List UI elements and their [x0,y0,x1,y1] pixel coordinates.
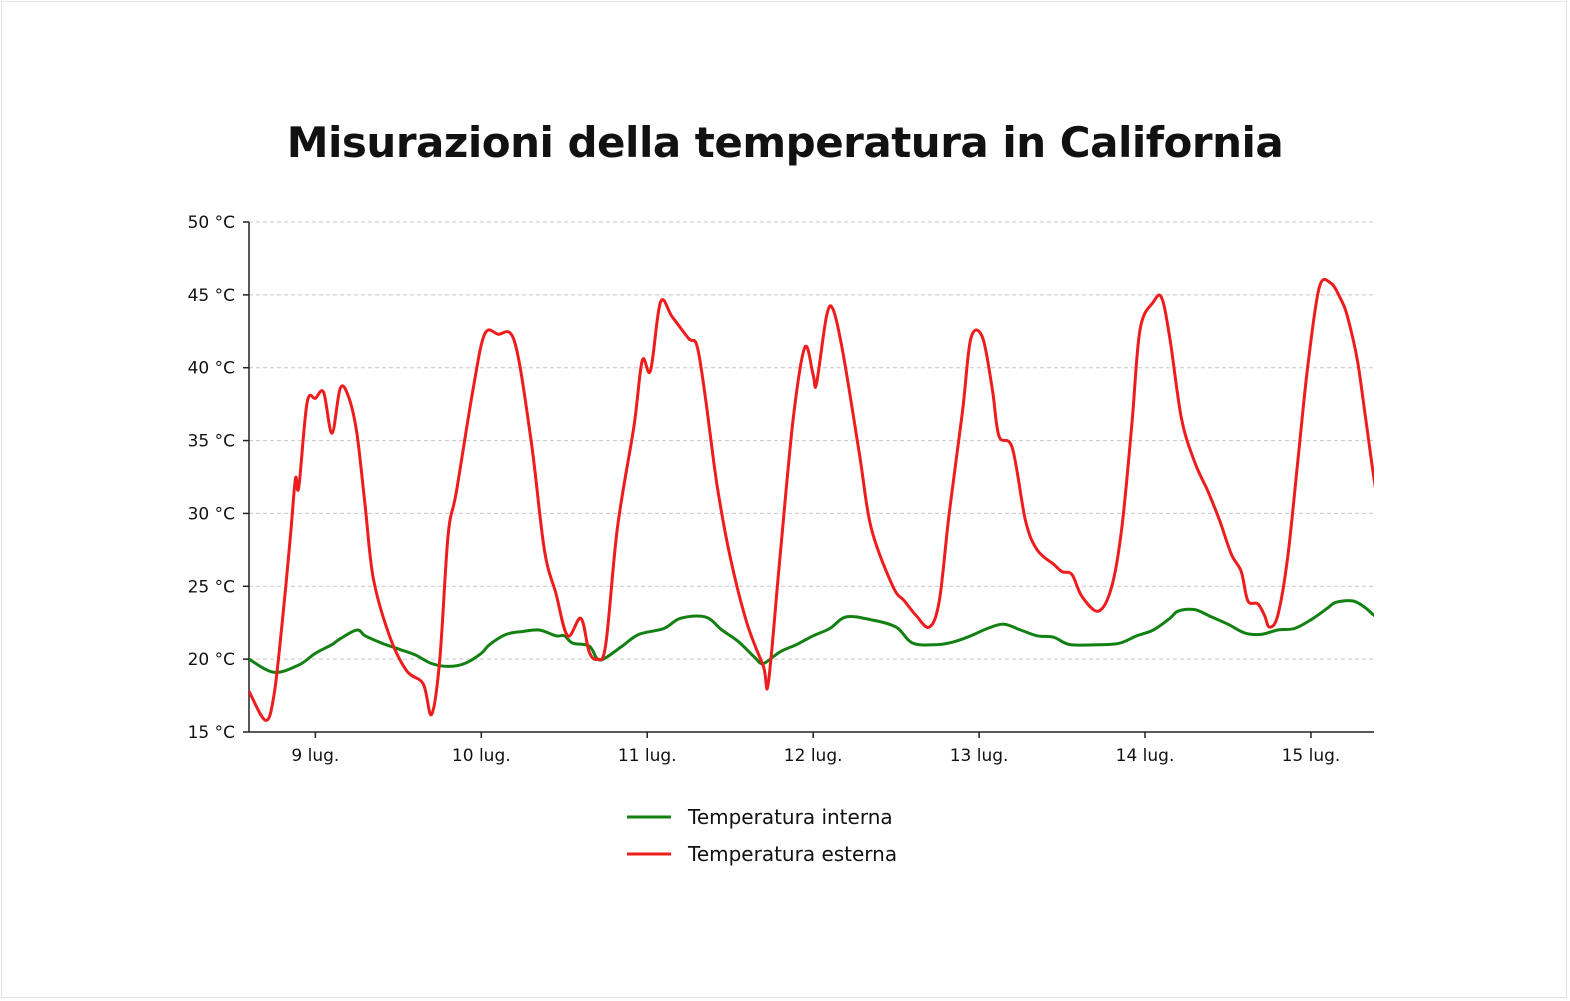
legend-item-temperatura-esterna: Temperatura esterna [627,842,897,866]
y-tick-label: 40 °C [188,359,235,379]
x-tick-label: 14 lug. [1116,746,1175,766]
x-tick-label: 13 lug. [950,746,1009,766]
y-tick-label: 25 °C [188,577,235,597]
x-tick-label: 15 lug. [1282,746,1341,766]
legend-item-temperatura-interna: Temperatura interna [627,805,893,829]
y-axis-ticks: 15 °C 20 °C 25 °C 30 °C 35 °C 40 °C 45 °C 50 °C [188,213,249,743]
data-series [249,277,1374,722]
series-line-temperatura-esterna [249,277,1374,722]
x-tick-label: 9 lug. [291,746,339,766]
legend-label: Temperatura esterna [687,842,897,866]
chart-title: Misurazioni della temperatura in Califor… [286,118,1284,167]
legend: Temperatura interna Temperatura esterna [627,805,897,866]
axes [248,222,1374,733]
y-tick-label: 15 °C [188,723,235,743]
y-tick-label: 50 °C [188,213,235,233]
y-tick-label: 35 °C [188,432,235,452]
legend-label: Temperatura interna [687,805,893,829]
y-tick-label: 45 °C [188,286,235,306]
x-tick-label: 10 lug. [452,746,511,766]
x-axis-ticks: 9 lug. 10 lug. 11 lug. 12 lug. 13 lug. 14 lug… [291,732,1340,766]
grid-lines [249,221,1374,660]
x-tick-label: 11 lug. [618,746,677,766]
series-line-temperatura-interna [249,599,1374,674]
y-tick-label: 20 °C [188,650,235,670]
y-tick-label: 30 °C [188,504,235,524]
x-tick-label: 12 lug. [784,746,843,766]
